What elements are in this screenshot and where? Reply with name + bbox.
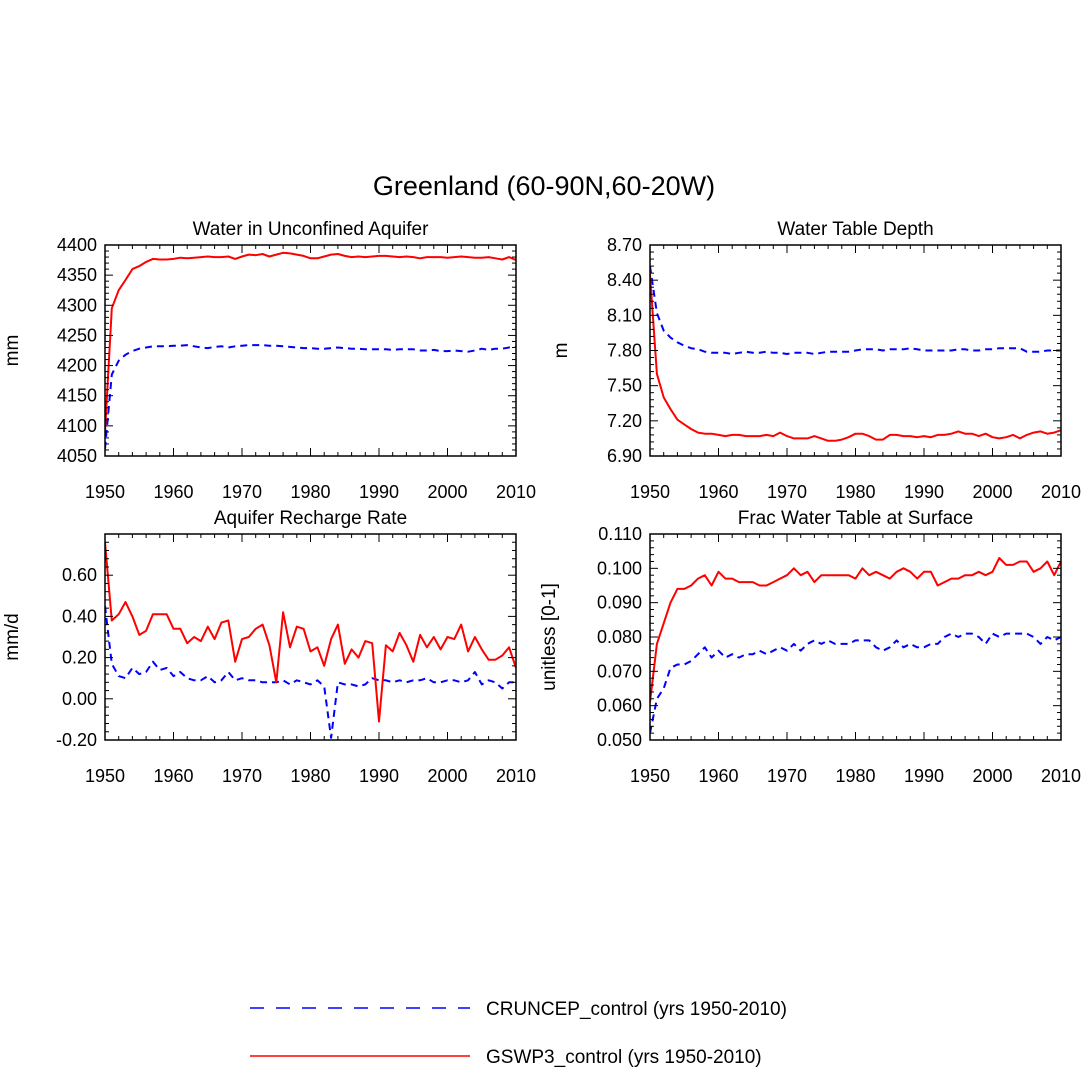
x-tick-label: 1970: [767, 482, 807, 502]
x-tick-label: 2000: [972, 482, 1012, 502]
x-tick-label: 1990: [359, 482, 399, 502]
plot-frame: [649, 533, 1062, 741]
y-tick-label: 4150: [57, 386, 97, 406]
y-tick-label: 4400: [57, 235, 97, 255]
x-tick-label: 1980: [290, 766, 330, 786]
x-tick-label: 2000: [972, 766, 1012, 786]
panels: Water in Unconfined Aquifer 1950 1960 1970 1…: [2, 219, 1081, 786]
x-tick-label: 2000: [427, 482, 467, 502]
x-tick-label: 1950: [85, 482, 125, 502]
y-tick-label: 4250: [57, 325, 97, 345]
y-tick-label: 6.90: [607, 446, 642, 466]
y-tick-label: 0.40: [62, 606, 97, 626]
x-tick-label: 1990: [904, 482, 944, 502]
y-tick-label: 0.070: [597, 661, 642, 681]
y-tick-label: 7.80: [607, 341, 642, 361]
series-line-cruncep: [650, 265, 1061, 355]
legend-label-cruncep: CRUNCEP_control (yrs 1950-2010): [486, 999, 787, 1020]
panel-title: Aquifer Recharge Rate: [214, 508, 407, 529]
series-line-gswp3: [105, 542, 516, 723]
figure-title: Greenland (60-90N,60-20W): [373, 171, 715, 201]
x-tick-label: 1970: [222, 766, 262, 786]
y-tick-label: 7.50: [607, 376, 642, 396]
x-tick-label: 1980: [290, 482, 330, 502]
x-tick-label: 1960: [698, 766, 738, 786]
series-group: [105, 542, 516, 739]
y-tick-label: 0.60: [62, 565, 97, 585]
y-axis-label: m: [551, 343, 572, 359]
x-tick-label: 1970: [222, 482, 262, 502]
y-tick-label: 0.050: [597, 730, 642, 750]
y-axis-label: mm/d: [2, 613, 23, 661]
x-tick-label: 2010: [1041, 482, 1081, 502]
x-tick-label: 2010: [1041, 766, 1081, 786]
y-tick-label: 8.40: [607, 270, 642, 290]
y-tick-label: -0.20: [56, 730, 97, 750]
panel-title: Water Table Depth: [777, 219, 933, 240]
x-tick-label: 1990: [904, 766, 944, 786]
y-tick-label: 0.110: [598, 524, 642, 544]
y-tick-label: 4350: [57, 265, 97, 285]
panel-title: Frac Water Table at Surface: [738, 508, 974, 529]
legend: CRUNCEP_control (yrs 1950-2010) GSWP3_co…: [250, 999, 787, 1068]
series-group: [105, 251, 516, 449]
y-tick-label: 8.70: [607, 235, 642, 255]
legend-label-gswp3: GSWP3_control (yrs 1950-2010): [486, 1047, 762, 1068]
y-tick-label: 4300: [57, 295, 97, 315]
y-tick-label: 0.090: [597, 593, 642, 613]
x-tick-label: 1960: [153, 482, 193, 502]
y-axis-label: mm: [2, 335, 23, 367]
panel-3: Aquifer Recharge Rate 1950 1960 1970 1980 199…: [2, 508, 536, 786]
y-tick-label: 0.060: [597, 696, 642, 716]
series-line-gswp3: [650, 557, 1061, 703]
x-tick-label: 1980: [835, 766, 875, 786]
y-tick-label: 4050: [57, 446, 97, 466]
series-line-cruncep: [105, 344, 516, 449]
y-tick-label: 8.10: [607, 305, 642, 325]
y-tick-label: 0.20: [62, 648, 97, 668]
x-tick-label: 1970: [767, 766, 807, 786]
panel-4: Frac Water Table at Surface 1950 1960 1970 1…: [539, 508, 1081, 786]
y-tick-label: 0.100: [597, 558, 642, 578]
y-tick-label: 0.080: [597, 627, 642, 647]
y-tick-label: 4200: [57, 356, 97, 376]
x-tick-label: 2010: [496, 482, 536, 502]
series-group: [650, 557, 1061, 734]
panel-1: Water in Unconfined Aquifer 1950 1960 1970 1…: [2, 219, 536, 502]
series-group: [650, 265, 1061, 442]
x-tick-label: 1960: [153, 766, 193, 786]
panel-2: Water Table Depth 1950 1960 1970 1980 1990 200…: [551, 219, 1081, 502]
y-tick-label: 4100: [57, 416, 97, 436]
x-tick-label: 1950: [630, 766, 670, 786]
y-tick-label: 7.20: [607, 411, 642, 431]
x-tick-label: 2010: [496, 766, 536, 786]
x-tick-label: 1950: [630, 482, 670, 502]
x-tick-label: 1960: [698, 482, 738, 502]
series-line-cruncep: [105, 605, 516, 739]
series-line-gswp3: [650, 274, 1061, 442]
x-tick-label: 1950: [85, 766, 125, 786]
plot-frame: [104, 244, 517, 457]
x-tick-label: 2000: [427, 766, 467, 786]
y-axis-label: unitless [0-1]: [539, 583, 560, 691]
y-tick-label: 0.00: [62, 689, 97, 709]
x-tick-label: 1980: [835, 482, 875, 502]
series-line-cruncep: [650, 632, 1061, 734]
series-line-gswp3: [105, 251, 516, 432]
panel-title: Water in Unconfined Aquifer: [193, 219, 430, 240]
x-tick-label: 1990: [359, 766, 399, 786]
